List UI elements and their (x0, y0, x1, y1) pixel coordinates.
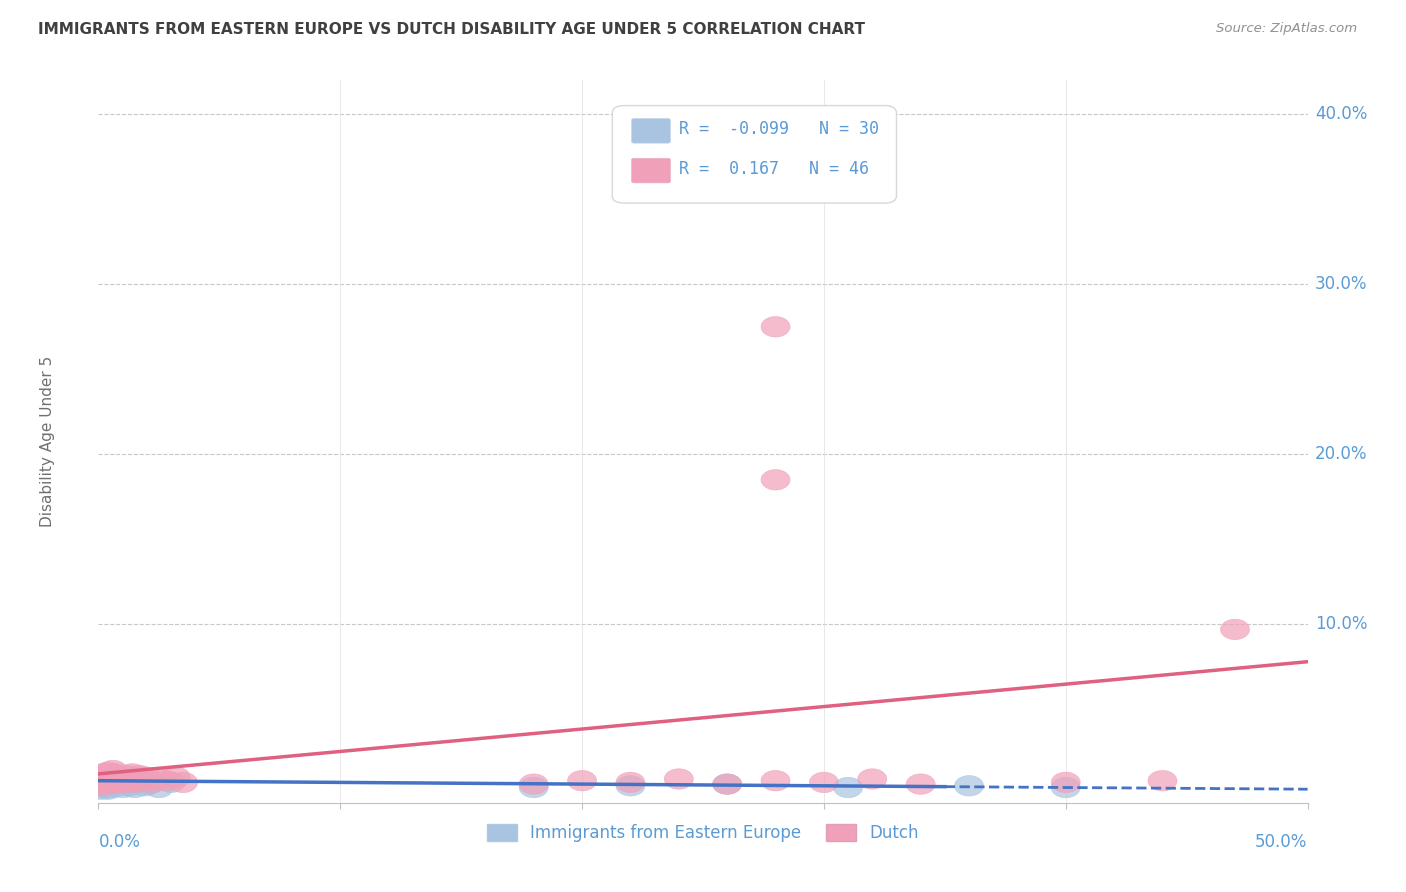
Ellipse shape (86, 767, 115, 788)
Ellipse shape (125, 765, 155, 786)
Ellipse shape (105, 771, 135, 791)
Ellipse shape (105, 772, 135, 793)
Text: Disability Age Under 5: Disability Age Under 5 (41, 356, 55, 527)
Ellipse shape (111, 774, 139, 794)
Ellipse shape (96, 777, 125, 797)
Ellipse shape (519, 774, 548, 794)
Ellipse shape (1052, 772, 1080, 793)
Ellipse shape (94, 779, 122, 799)
Ellipse shape (103, 772, 132, 793)
Ellipse shape (761, 771, 790, 791)
Text: R =  0.167   N = 46: R = 0.167 N = 46 (679, 161, 869, 178)
Ellipse shape (138, 772, 166, 793)
Ellipse shape (905, 774, 935, 794)
Ellipse shape (810, 772, 838, 793)
Legend: Immigrants from Eastern Europe, Dutch: Immigrants from Eastern Europe, Dutch (481, 817, 925, 848)
Ellipse shape (120, 777, 149, 797)
Text: R =  -0.099   N = 30: R = -0.099 N = 30 (679, 120, 879, 137)
Ellipse shape (91, 769, 120, 789)
FancyBboxPatch shape (613, 105, 897, 203)
Ellipse shape (98, 769, 128, 789)
Ellipse shape (858, 769, 887, 789)
Ellipse shape (98, 776, 128, 796)
Ellipse shape (664, 769, 693, 789)
Ellipse shape (86, 779, 115, 799)
Ellipse shape (108, 777, 138, 797)
Ellipse shape (118, 764, 146, 784)
FancyBboxPatch shape (631, 158, 671, 183)
Ellipse shape (108, 769, 138, 789)
Ellipse shape (94, 771, 122, 791)
Ellipse shape (101, 764, 129, 784)
Ellipse shape (616, 776, 645, 796)
Ellipse shape (1147, 771, 1177, 791)
Ellipse shape (135, 774, 163, 794)
Ellipse shape (98, 772, 128, 793)
Ellipse shape (86, 776, 115, 796)
Ellipse shape (103, 767, 132, 788)
Text: 30.0%: 30.0% (1315, 276, 1367, 293)
Ellipse shape (91, 777, 120, 797)
Text: 0.0%: 0.0% (98, 833, 141, 851)
Ellipse shape (120, 772, 149, 793)
Ellipse shape (519, 777, 548, 797)
Ellipse shape (132, 767, 162, 788)
Ellipse shape (115, 776, 145, 796)
Text: 20.0%: 20.0% (1315, 445, 1367, 463)
Ellipse shape (169, 772, 198, 793)
Ellipse shape (101, 774, 129, 794)
Ellipse shape (568, 771, 596, 791)
Ellipse shape (1220, 619, 1250, 640)
Ellipse shape (713, 774, 742, 794)
Ellipse shape (94, 762, 122, 782)
Ellipse shape (955, 776, 984, 796)
Ellipse shape (89, 772, 118, 793)
Ellipse shape (89, 776, 118, 796)
Ellipse shape (115, 771, 145, 791)
Ellipse shape (89, 764, 118, 784)
Ellipse shape (145, 777, 173, 797)
Text: 50.0%: 50.0% (1256, 833, 1308, 851)
Ellipse shape (122, 769, 152, 789)
Ellipse shape (89, 771, 118, 791)
Ellipse shape (834, 777, 863, 797)
Ellipse shape (96, 771, 125, 791)
Ellipse shape (713, 774, 742, 794)
Text: IMMIGRANTS FROM EASTERN EUROPE VS DUTCH DISABILITY AGE UNDER 5 CORRELATION CHART: IMMIGRANTS FROM EASTERN EUROPE VS DUTCH … (38, 22, 865, 37)
Ellipse shape (162, 767, 190, 788)
Ellipse shape (112, 771, 142, 791)
Ellipse shape (145, 769, 173, 789)
Ellipse shape (616, 772, 645, 793)
Ellipse shape (112, 765, 142, 786)
Text: 10.0%: 10.0% (1315, 615, 1367, 633)
Ellipse shape (91, 774, 120, 794)
FancyBboxPatch shape (631, 119, 671, 143)
Ellipse shape (96, 774, 125, 794)
Ellipse shape (94, 774, 122, 794)
Ellipse shape (1052, 777, 1080, 797)
Ellipse shape (761, 469, 790, 490)
Ellipse shape (129, 776, 159, 796)
Ellipse shape (98, 760, 128, 780)
Ellipse shape (103, 776, 132, 796)
Text: 40.0%: 40.0% (1315, 105, 1367, 123)
Ellipse shape (125, 772, 155, 793)
Text: Source: ZipAtlas.com: Source: ZipAtlas.com (1216, 22, 1357, 36)
Ellipse shape (111, 772, 139, 793)
Ellipse shape (761, 317, 790, 337)
Ellipse shape (156, 772, 186, 793)
Ellipse shape (101, 769, 129, 789)
Ellipse shape (128, 771, 156, 791)
Ellipse shape (152, 771, 180, 791)
Ellipse shape (91, 772, 120, 793)
Ellipse shape (96, 765, 125, 786)
